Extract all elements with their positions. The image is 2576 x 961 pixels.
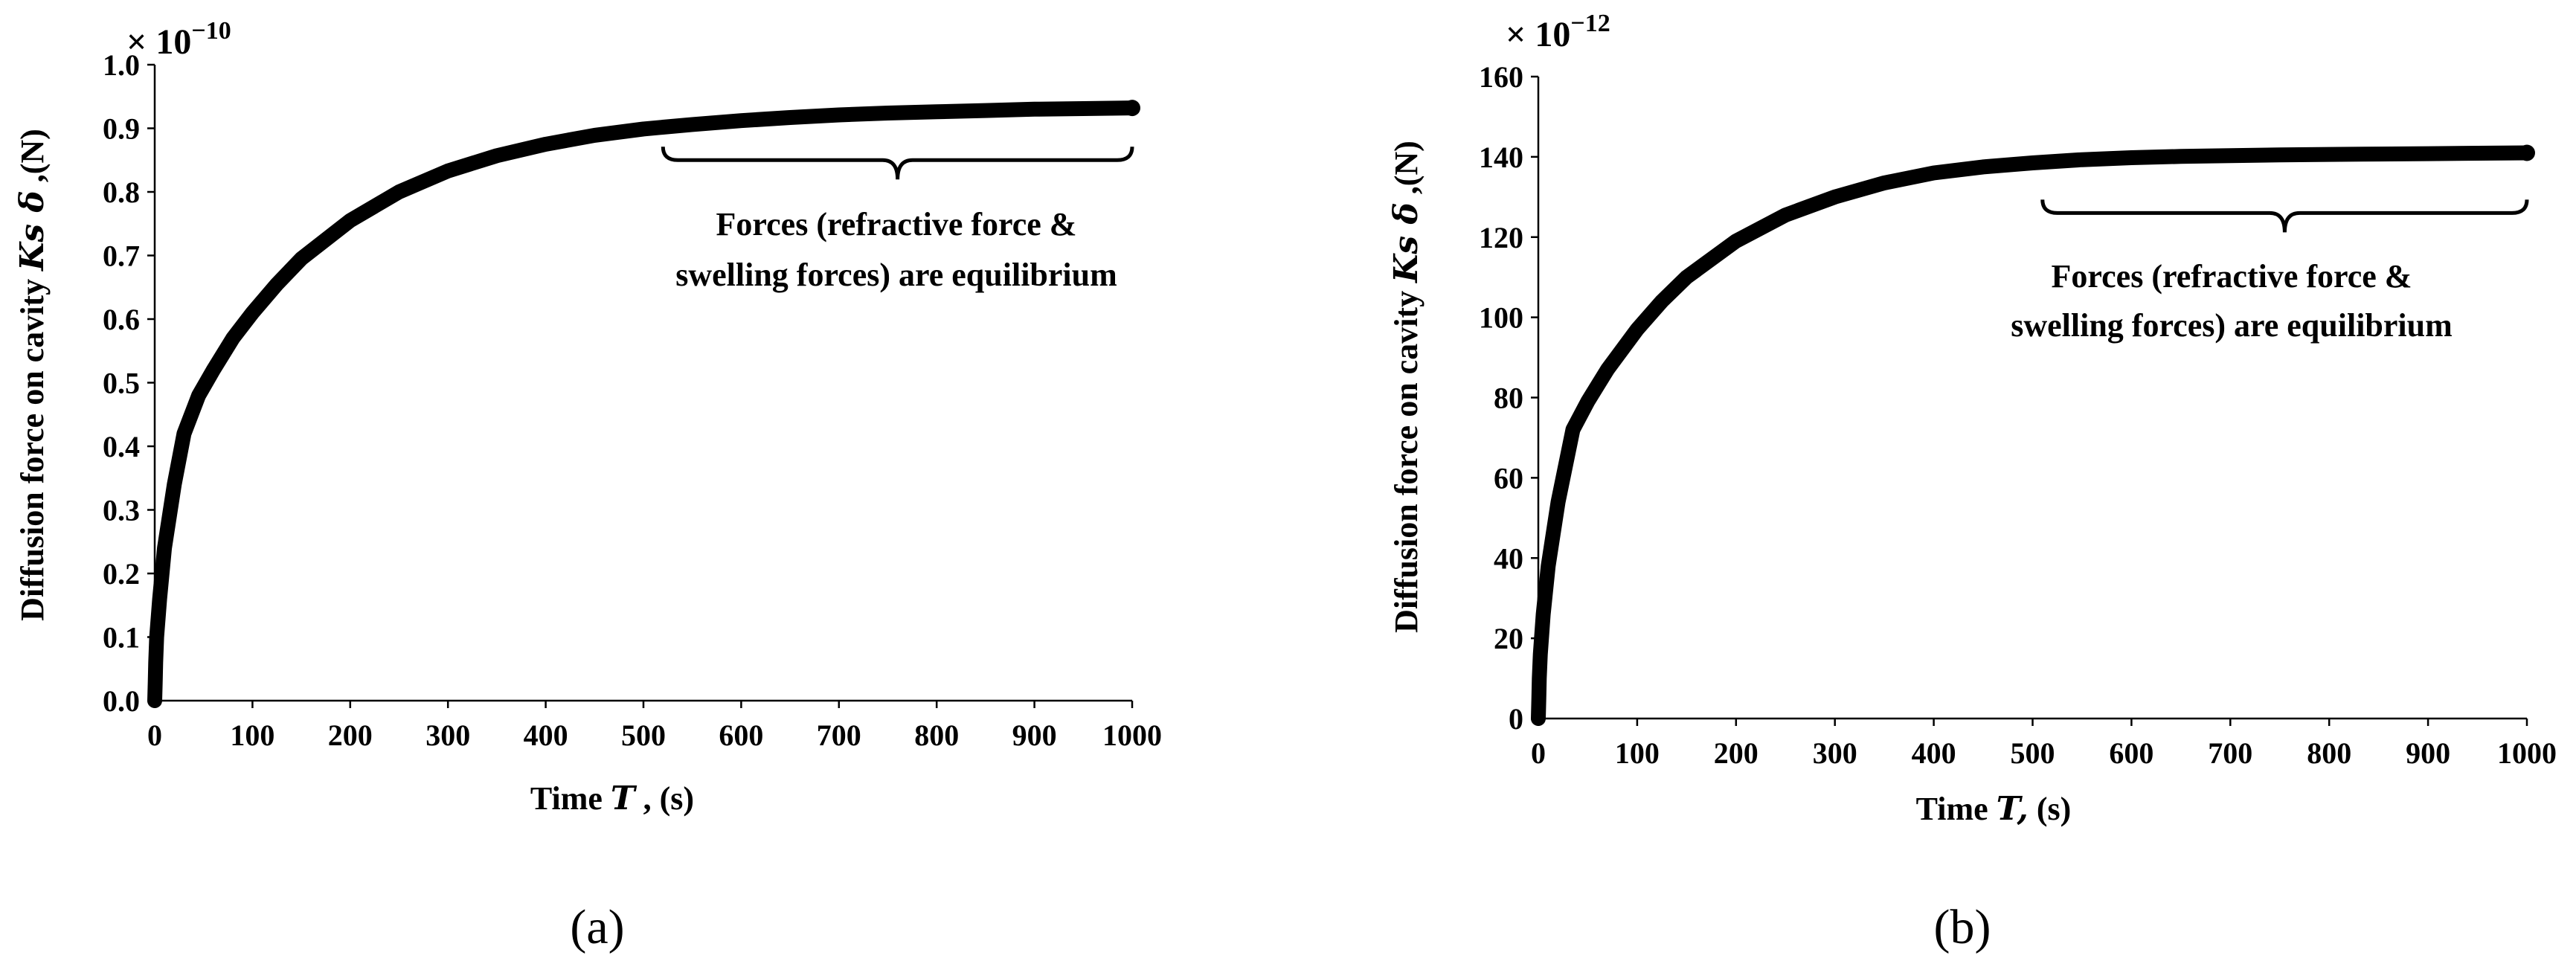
y-tick-label: 40 — [1494, 541, 1523, 575]
x-tick-label: 900 — [1012, 719, 1057, 752]
y-tick-label: 0.0 — [103, 684, 140, 718]
y-tick-label: 0.5 — [103, 367, 140, 400]
y-tick-label: 80 — [1494, 382, 1523, 415]
panel-caption: (b) — [1934, 900, 1991, 954]
series-line — [1531, 145, 2534, 726]
x-tick-label: 100 — [1615, 736, 1660, 770]
x-axis-label: Time T , (s) — [530, 780, 694, 817]
x-tick-label: 500 — [621, 719, 666, 752]
y-axis-label: Diffusion force on cavity Ks δ ,(N) — [1387, 141, 1425, 633]
y-tick-label: 140 — [1479, 141, 1523, 174]
series-start-marker — [147, 693, 162, 708]
panel-caption: (a) — [570, 900, 624, 954]
x-tick-label: 100 — [230, 719, 274, 752]
series-line — [147, 100, 1140, 708]
y-tick-label: 60 — [1494, 461, 1523, 495]
annotation-line-2: swelling forces) are equilibrium — [675, 257, 1117, 293]
x-tick-label: 400 — [1912, 736, 1956, 770]
y-axis-label: Diffusion force on cavity Ks δ ,(N) — [13, 129, 51, 621]
data-series — [1531, 144, 2535, 726]
x-tick-label: 400 — [524, 719, 568, 752]
x-tick-label: 600 — [719, 719, 763, 752]
series-start-marker — [1531, 711, 1546, 726]
y-tick-label: 0.9 — [103, 112, 140, 146]
y-tick-label: 20 — [1494, 622, 1523, 655]
data-series — [147, 100, 1140, 708]
x-tick-label: 700 — [817, 719, 861, 752]
x-tick-label: 500 — [2011, 736, 2055, 770]
y-tick-label: 0.7 — [103, 240, 140, 273]
chart-panel-b: 0 20 40 60 80 100 120 140 160 0 100 200 300 400 500 60… — [1387, 10, 2557, 954]
y-tick-label: 120 — [1479, 221, 1523, 254]
x-tick-label: 300 — [425, 719, 470, 752]
y-tick-label: 0.8 — [103, 176, 140, 209]
x-tick-label: 0 — [1531, 736, 1546, 770]
y-tick-label: 160 — [1479, 60, 1523, 94]
x-tick-label: 1000 — [2497, 736, 2557, 770]
x-tick-label: 800 — [2307, 736, 2351, 770]
x-tick-labels: 0 100 200 300 400 500 600 700 800 900 1000 — [1531, 736, 2557, 770]
y-tick-labels: 0.0 0.1 0.2 0.3 0.4 0.5 0.6 0.7 0.8 0.9 1.0 — [103, 48, 140, 718]
annotation-line-1: Forces (refractive force & — [716, 206, 1077, 242]
y-tick-labels: 0 20 40 60 80 100 120 140 160 — [1479, 60, 1523, 736]
x-tick-label: 800 — [914, 719, 959, 752]
equilibrium-annotation: Forces (refractive force & swelling forc… — [661, 147, 1134, 293]
annotation-line-2: swelling forces) are equilibrium — [2011, 307, 2453, 344]
y-tick-label: 0.6 — [103, 303, 140, 336]
x-tick-label: 200 — [328, 719, 373, 752]
x-tick-label: 200 — [1714, 736, 1758, 770]
y-tick-label: 0.3 — [103, 494, 140, 527]
x-tick-label: 900 — [2406, 736, 2450, 770]
y-tick-label: 0 — [1509, 702, 1523, 736]
annotation-line-1: Forces (refractive force & — [2052, 258, 2412, 295]
series-end-marker — [2519, 144, 2535, 161]
x-tick-label: 1000 — [1102, 719, 1162, 752]
x-tick-label: 0 — [147, 719, 162, 752]
x-tick-labels: 0 100 200 300 400 500 600 700 800 900 1000 — [147, 719, 1162, 752]
y-tick-label: 1.0 — [103, 48, 140, 82]
y-axis-multiplier: × 10−10 — [126, 17, 231, 62]
annotation-brace — [661, 147, 1134, 180]
chart-panel-a: 0.0 0.1 0.2 0.3 0.4 0.5 0.6 0.7 0.8 0.9 1.0 0 100 20… — [13, 17, 1162, 954]
x-axis-label: Time T, (s) — [1916, 790, 2072, 828]
y-axis-multiplier: × 10−12 — [1506, 10, 1610, 54]
x-tick-label: 700 — [2208, 736, 2252, 770]
y-tick-label: 0.4 — [103, 430, 140, 463]
x-tick-label: 600 — [2109, 736, 2153, 770]
y-tick-label: 100 — [1479, 301, 1523, 335]
equilibrium-annotation: Forces (refractive force & swelling forc… — [2011, 199, 2529, 344]
series-end-marker — [1124, 100, 1140, 117]
x-tick-label: 300 — [1813, 736, 1857, 770]
y-tick-label: 0.1 — [103, 621, 140, 655]
y-tick-label: 0.2 — [103, 557, 140, 591]
